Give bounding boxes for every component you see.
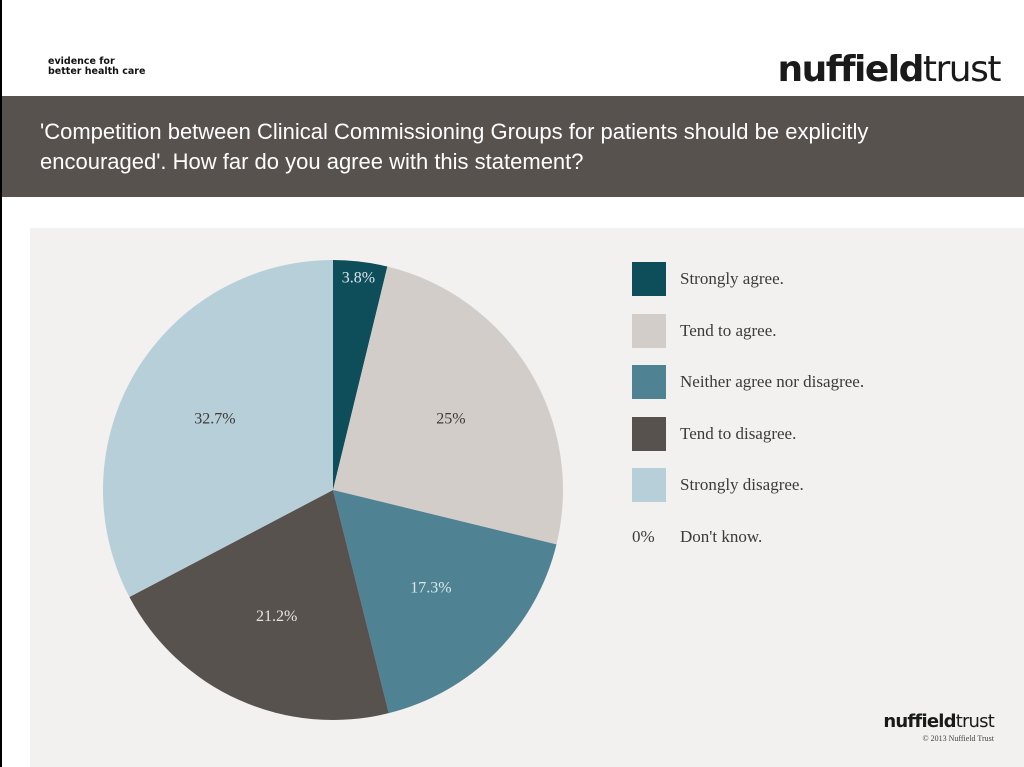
legend-swatch-2 [632,365,666,399]
pie-slice-label-0: 3.8% [342,270,375,287]
left-border-rule [0,0,2,767]
tagline: evidence for better health care [48,57,208,77]
legend-label-5: Don't know. [680,526,763,546]
legend-item-1: Tend to agree. [632,313,952,348]
footer-brand: nuffieldtrust [883,710,994,734]
footer-logo-word-trust: trust [955,711,995,732]
legend-item-2: Neither agree nor disagree. [632,365,952,399]
legend-swatch-3 [632,416,666,451]
legend-label-3: Tend to disagree. [680,423,797,443]
pie-slice-label-3: 21.2% [256,608,297,625]
title-bar [2,96,1024,197]
legend-label-1: Tend to agree. [680,320,777,340]
chart-title: 'Competition between Clinical Commission… [40,119,869,174]
footer-copyright: © 2013 Nuffield Trust [922,734,995,743]
footer-logo: nuffieldtrust © 2013 Nuffield Trust [883,710,994,744]
pie-slice-4 [103,260,333,597]
legend-item-4: Strongly disagree. [632,468,952,502]
logo-word-trust: trust [922,49,1002,90]
pie-slice-label-2: 17.3% [410,579,451,596]
legend-label-4: Strongly disagree. [680,475,804,494]
legend-item-0: Strongly agree. [632,262,952,296]
pie-slice-label-1: 25% [436,410,465,427]
pie-chart: 3.8% 25% 17.3% 21.2% 32.7% [103,260,563,720]
legend-swatch-1 [632,313,666,348]
legend-swatch-4 [632,468,666,502]
pie-slice-0 [333,260,388,490]
pie-slice-label-4: 32.7% [194,411,235,428]
legend-swatch-0 [632,262,666,296]
legend-item-5: 0% Don't know. [632,520,952,554]
pie-slice-1 [333,266,563,545]
tagline-line-1: evidence for [48,56,115,67]
pie-slice-2 [333,490,557,714]
nuffield-trust-logo: nuffieldtrust [777,46,1002,94]
footer-logo-word-nuffield: nuffield [883,711,956,732]
tagline-line-2: better health care [48,66,146,77]
legend-label-2: Neither agree nor disagree. [680,372,865,391]
pie-slice-3 [129,490,389,720]
legend-label-0: Strongly agree. [680,269,784,288]
legend-value-5: 0% [632,526,655,546]
legend-item-3: Tend to disagree. [632,416,952,451]
logo-word-nuffield: nuffield [777,49,924,90]
